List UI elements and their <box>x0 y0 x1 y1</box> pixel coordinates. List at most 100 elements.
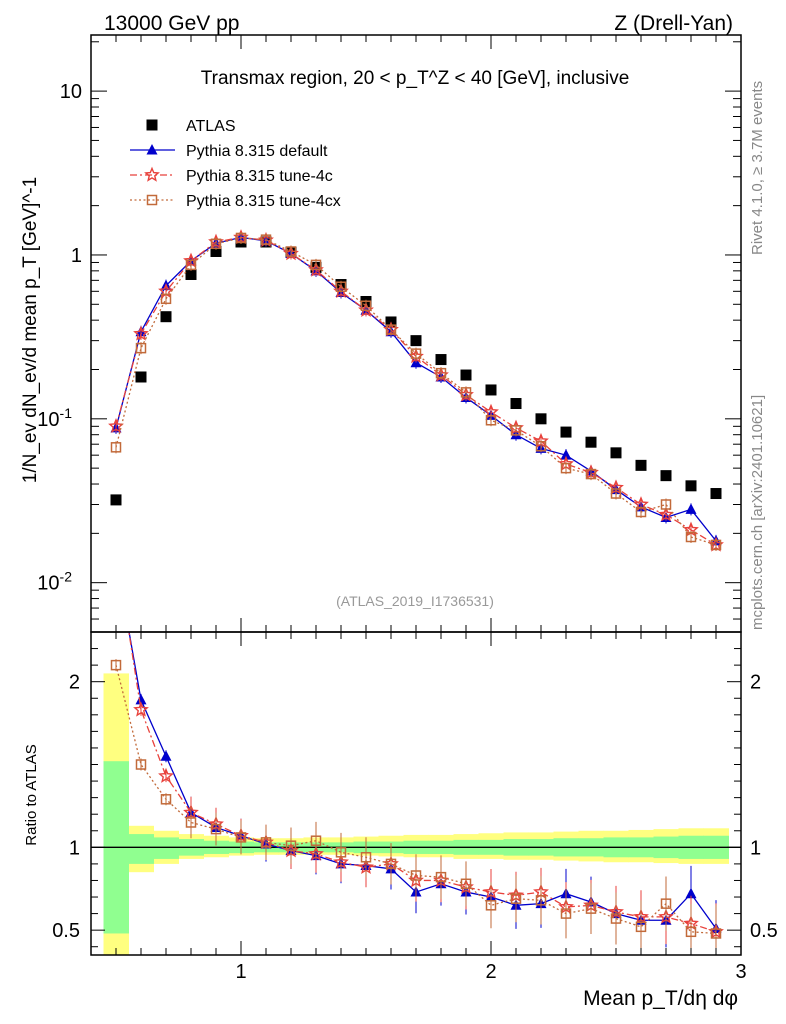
ratio-point <box>560 908 572 919</box>
data-point <box>360 300 372 311</box>
data-point <box>510 425 522 436</box>
x-tick-label: 2 <box>485 961 496 983</box>
data-point <box>685 503 697 514</box>
mcplots-label: mcplots.cern.ch [arXiv:2401.10621] <box>749 395 766 630</box>
chart-title: Transmax region, 20 < p_T^Z < 40 [GeV], … <box>201 68 630 89</box>
ratio-band-green <box>153 837 179 859</box>
data-point <box>685 531 697 543</box>
data-point <box>585 468 597 480</box>
y-tick-label: 10-2 <box>37 569 72 595</box>
ratio-point <box>160 794 172 805</box>
legend-marker <box>146 119 158 131</box>
data-point <box>435 367 447 379</box>
header-energy: 13000 GeV pp <box>104 12 239 35</box>
data-point <box>185 259 197 271</box>
data-point <box>235 232 247 244</box>
ratio-point <box>510 893 522 904</box>
y-axis-label: 1/N_ev dN_ev/d mean p_T [GeV]^-1 <box>20 177 41 483</box>
ratio-point <box>660 898 672 909</box>
data-point <box>635 506 647 518</box>
ratio-point <box>133 701 149 717</box>
data-point <box>260 234 272 245</box>
data-point <box>485 384 497 396</box>
data-point <box>385 324 397 335</box>
data-point <box>410 348 422 359</box>
ratio-panel-content <box>91 543 741 955</box>
data-point <box>185 268 197 280</box>
legend-label: Pythia 8.315 tune-4c <box>186 168 333 185</box>
data-point <box>485 415 497 426</box>
ratio-point <box>160 750 172 761</box>
data-point <box>335 281 347 292</box>
data-point <box>535 413 547 425</box>
ratio-point <box>135 693 147 705</box>
ratio-tick-label-right: 0.5 <box>750 920 778 942</box>
ratio-tick-label-left: 0.5 <box>52 920 80 942</box>
data-point <box>160 311 172 323</box>
ratio-point <box>635 921 647 933</box>
data-point <box>710 488 722 500</box>
series-line <box>115 236 717 546</box>
rivet-label: Rivet 4.1.0, ≥ 3.7M events <box>749 81 766 255</box>
data-point <box>410 335 422 347</box>
main-axes: 10-2 10-1 1 10 <box>37 35 741 633</box>
data-point <box>133 325 149 341</box>
data-point <box>160 293 172 305</box>
ratio-tick-label-left: 1 <box>69 837 80 859</box>
ratio-point <box>210 823 222 835</box>
ratio-point <box>110 543 122 555</box>
series-line <box>115 236 717 542</box>
ratio-tick-label-right: 2 <box>750 672 761 694</box>
series-line <box>115 237 717 546</box>
data-point <box>210 238 222 250</box>
y-tick-label: 10-1 <box>37 405 72 431</box>
legend-label: Pythia 8.315 tune-4cx <box>186 193 341 210</box>
data-point <box>460 387 472 398</box>
ratio-point <box>111 551 122 562</box>
data-point <box>135 371 147 383</box>
ratio-point <box>310 835 322 846</box>
legend-label: Pythia 8.315 default <box>186 143 328 160</box>
data-point <box>560 426 572 438</box>
ratio-point <box>535 895 547 906</box>
ratio-point <box>335 847 347 858</box>
data-point <box>710 539 722 551</box>
data-point <box>660 470 672 482</box>
data-point <box>210 245 222 257</box>
x-tick-label: 1 <box>235 961 246 983</box>
ratio-point <box>135 759 147 770</box>
ratio-point <box>360 852 372 863</box>
ratio-point <box>260 837 272 848</box>
ratio-point <box>435 871 447 883</box>
legend-marker <box>146 144 158 155</box>
legend: ATLAS Pythia 8.315 default Pythia 8.315 tu… <box>130 118 341 210</box>
ratio-tick-label-left: 2 <box>69 672 80 694</box>
header-process: Z (Drell-Yan) <box>614 12 733 35</box>
y-tick-label: 10 <box>60 81 82 103</box>
data-point <box>610 488 622 499</box>
data-point <box>685 480 697 492</box>
ratio-axes: 1 2 30.5 0.51 12 2 <box>52 632 778 983</box>
data-point <box>135 342 147 354</box>
ratio-y-axis-label: Ratio to ATLAS <box>23 744 40 845</box>
ratio-point <box>235 832 247 843</box>
ratio-point <box>710 928 722 939</box>
ratio-point <box>385 858 397 870</box>
data-point <box>585 436 597 448</box>
y-tick-label: 1 <box>71 245 82 267</box>
ratio-panel: 1 2 30.5 0.51 12 2 Ratio to ATLAS Mean p_T/dη… <box>23 543 778 1010</box>
ratio-point <box>685 926 697 938</box>
ratio-point <box>460 878 472 890</box>
data-point <box>110 494 122 506</box>
data-point <box>635 459 647 471</box>
x-axis-label: Mean p_T/dη dφ <box>583 987 738 1010</box>
ratio-point <box>110 659 122 671</box>
ratio-tick-label-right: 1 <box>750 837 761 859</box>
ratio-point <box>610 913 622 924</box>
data-point <box>560 449 572 460</box>
data-point <box>285 246 297 257</box>
ratio-point <box>485 900 497 911</box>
data-point <box>435 354 447 366</box>
legend-label: ATLAS <box>186 118 236 135</box>
x-tick-label: 3 <box>735 961 746 983</box>
